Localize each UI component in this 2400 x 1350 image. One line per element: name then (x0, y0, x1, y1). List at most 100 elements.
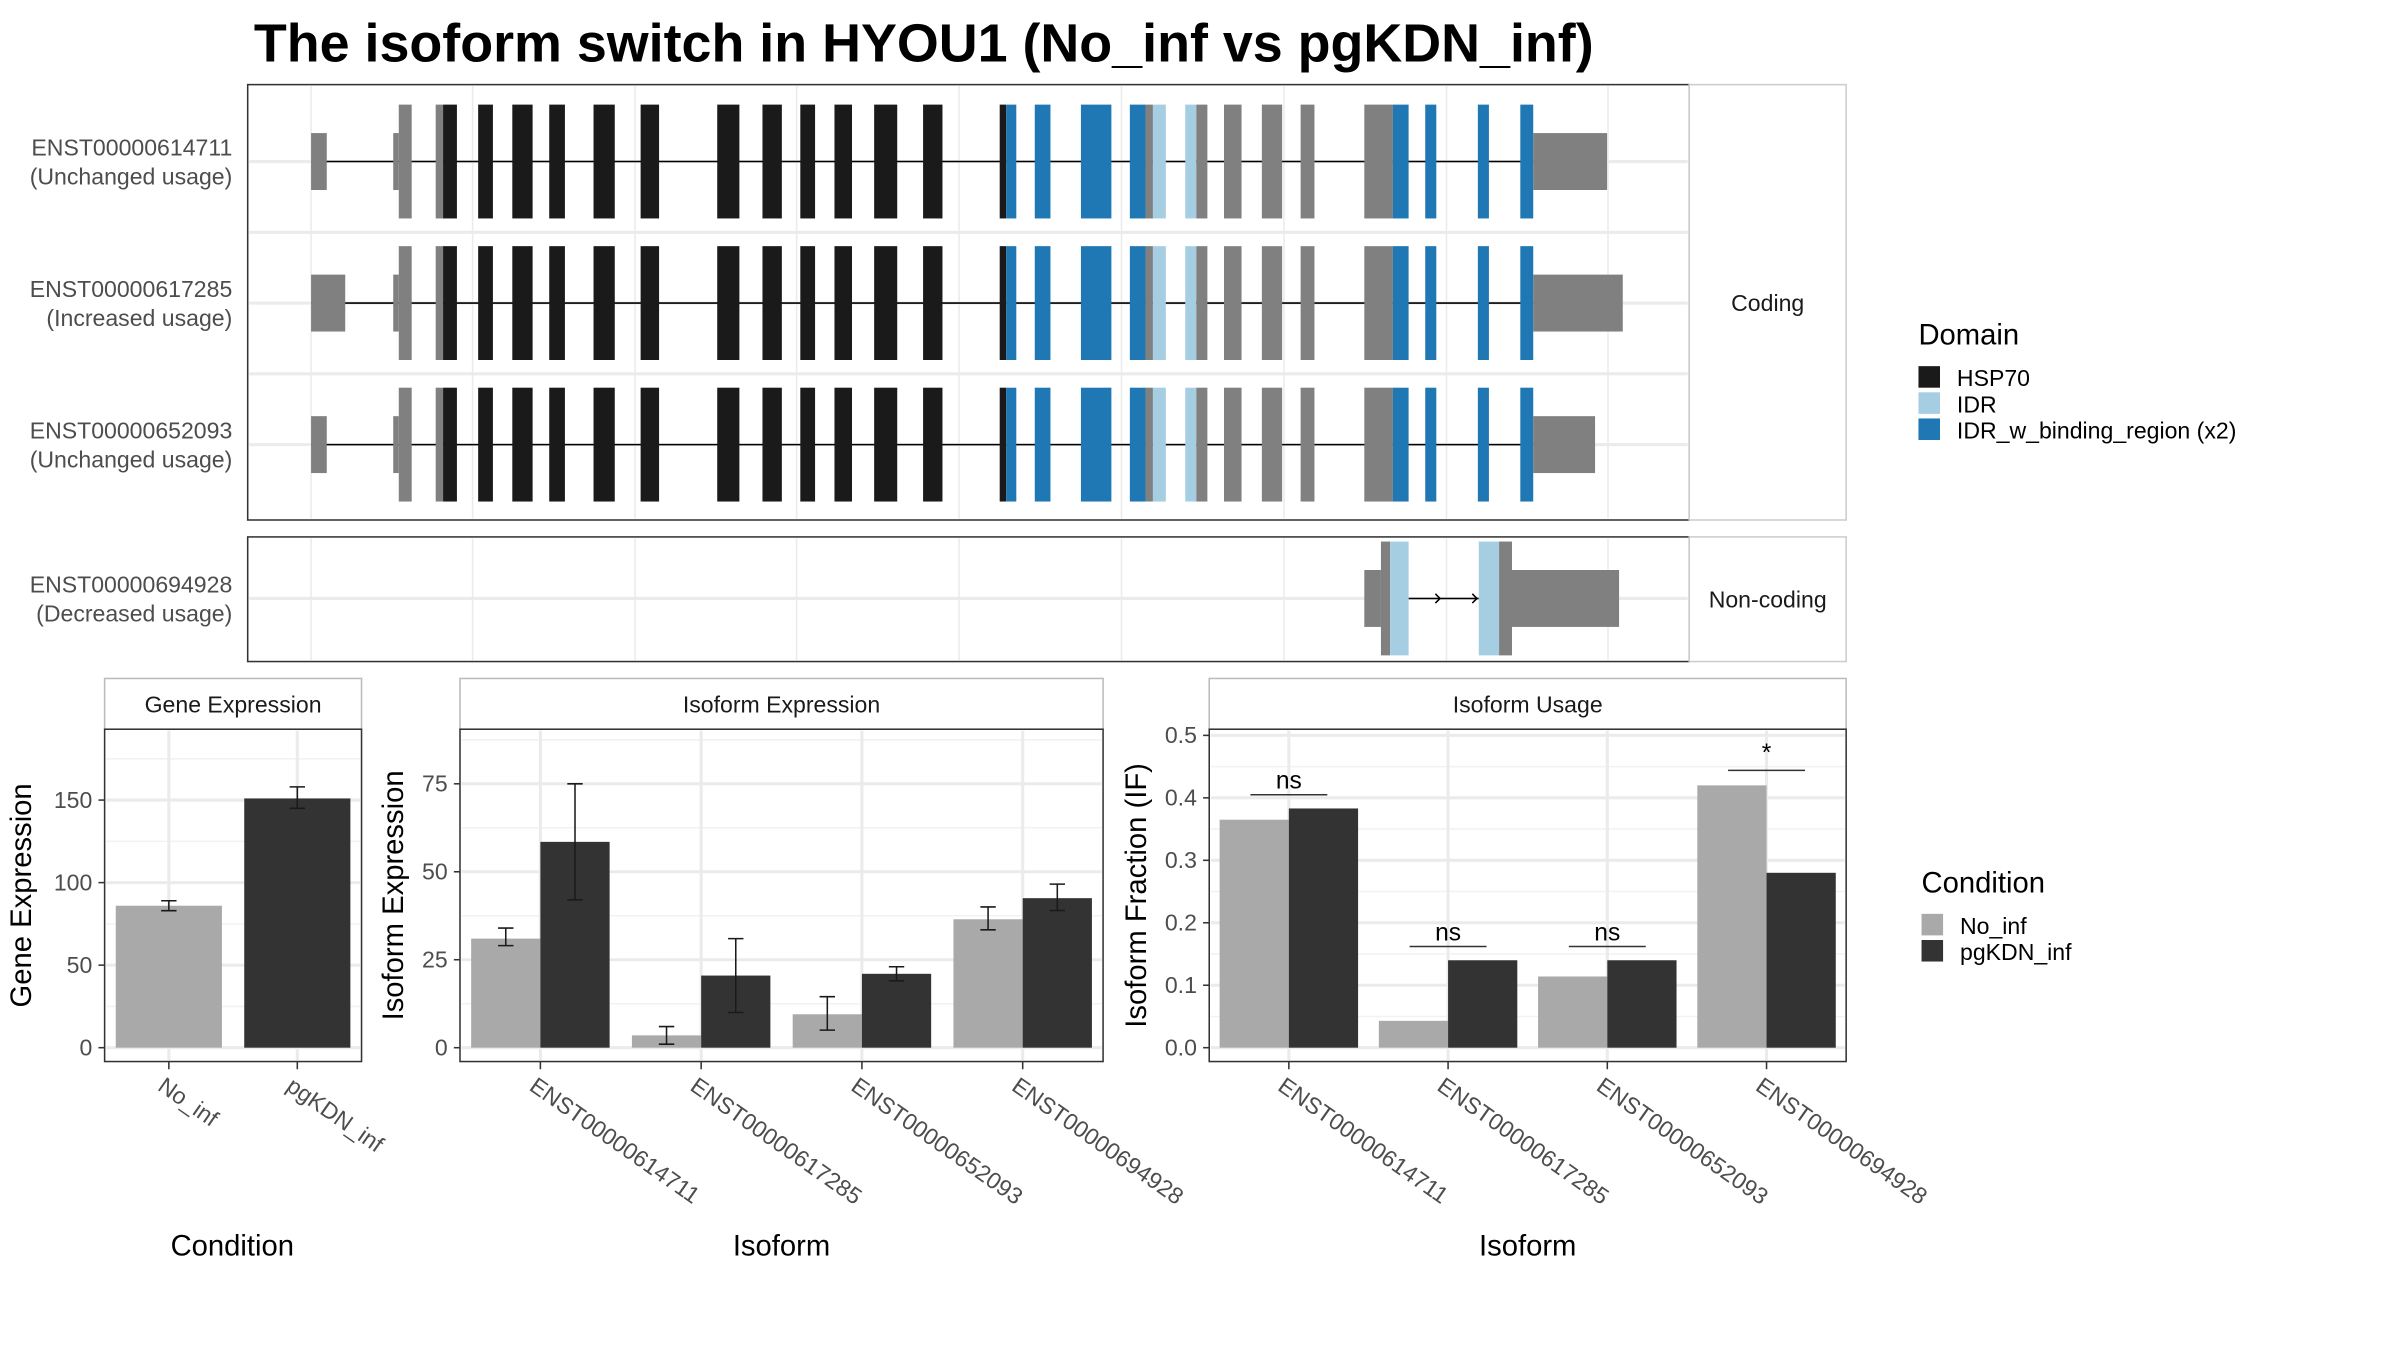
facet-title: Isoform Usage (1453, 691, 1603, 717)
y-tick-label: 0.2 (1165, 909, 1197, 935)
transcript-usage: (Decreased usage) (36, 601, 232, 627)
noncoding-strip-label: Non-coding (1709, 587, 1827, 613)
transcript-id: ENST00000694928 (30, 571, 233, 597)
exon (1477, 246, 1489, 360)
x-tick-label: ENST00000694928 (1751, 1072, 1932, 1210)
legend-swatch (1918, 418, 1940, 440)
exon (717, 104, 740, 219)
exon (1425, 246, 1437, 360)
exon (1034, 387, 1051, 502)
figure-title: The isoform switch in HYOU1 (No_inf vs p… (254, 14, 1594, 74)
x-tick-label: ENST00000614711 (525, 1072, 704, 1209)
y-tick-label: 0.0 (1165, 1034, 1197, 1060)
exon (435, 104, 444, 219)
exon (443, 387, 457, 502)
facet-title: Gene Expression (145, 691, 322, 717)
bar-No_inf (115, 905, 222, 1048)
exon (549, 104, 565, 219)
exon (1300, 246, 1315, 360)
exon (1261, 104, 1283, 219)
significance-label: ns (1276, 768, 1302, 795)
exon (1152, 246, 1166, 360)
exon (311, 133, 327, 190)
exon (1499, 541, 1513, 656)
exon (923, 104, 943, 219)
exon (1034, 104, 1051, 219)
bar-No_inf (471, 938, 541, 1048)
exon (512, 387, 533, 502)
exon (1145, 387, 1153, 502)
exon (1425, 104, 1437, 219)
y-tick-label: 25 (422, 946, 448, 972)
exon (762, 104, 782, 219)
exon (1261, 387, 1283, 502)
legend-swatch (1918, 392, 1940, 414)
exon (1520, 246, 1534, 360)
exon (1185, 104, 1197, 219)
exon (512, 104, 533, 219)
facet-title: Isoform Expression (683, 691, 880, 717)
exon (593, 387, 615, 502)
exon (1392, 246, 1409, 360)
domain-legend-title: Domain (1918, 320, 2019, 352)
condition-legend-title: Condition (1922, 867, 2045, 899)
exon (1533, 133, 1608, 190)
bar-pgKDN_inf (861, 973, 932, 1048)
exon (1300, 104, 1315, 219)
arrow-icon (1434, 593, 1479, 604)
bar-pgKDN_inf (1288, 808, 1359, 1048)
exon (1533, 416, 1596, 474)
x-axis-label: Condition (171, 1230, 294, 1262)
exon (1520, 387, 1534, 502)
bar-No_inf (1538, 976, 1608, 1048)
x-tick-label: ENST00000652093 (847, 1072, 1028, 1210)
exon (398, 104, 412, 219)
exon (443, 246, 457, 360)
exon (1080, 104, 1112, 219)
y-axis-label: Isoform Expression (378, 770, 410, 1020)
exon (1533, 274, 1623, 332)
exon (512, 246, 533, 360)
exon (1224, 246, 1242, 360)
y-tick-label: 0 (79, 1034, 92, 1060)
chart-isoform-usage: Isoform Usage 0.0 0.1 0.2 0.3 0.4 0.5 ns ns ns * EN… (1121, 677, 1932, 1262)
exon (1512, 570, 1620, 627)
y-tick-label: 0 (435, 1034, 448, 1060)
exon (1006, 246, 1017, 360)
exon (717, 246, 740, 360)
error-bar (888, 965, 905, 982)
exon (1145, 104, 1153, 219)
exon (1006, 104, 1017, 219)
legend-swatch (1918, 366, 1940, 388)
x-axis-label: Isoform (1479, 1230, 1576, 1262)
y-tick-label: 0.4 (1165, 785, 1197, 811)
exon (923, 387, 943, 502)
exon (1425, 387, 1437, 502)
exon (478, 387, 493, 502)
error-bar (1049, 883, 1065, 912)
error-bar (161, 900, 177, 912)
exon (549, 387, 565, 502)
exon (1152, 387, 1166, 502)
exon (435, 246, 444, 360)
exon (640, 104, 660, 219)
transcript-usage: (Unchanged usage) (30, 164, 233, 190)
legend-label: IDR (1957, 391, 1997, 417)
exon (1196, 246, 1208, 360)
exon (1224, 104, 1242, 219)
exon (1129, 104, 1146, 219)
chart-isoform-expression: Isoform Expression 0 25 50 75 ENST00000614711… (378, 677, 1189, 1262)
exon (593, 104, 615, 219)
exon (1145, 246, 1153, 360)
exon (1129, 387, 1146, 502)
exon (398, 246, 412, 360)
exon (1364, 387, 1393, 502)
legend-label: pgKDN_inf (1960, 939, 2072, 965)
bar-pgKDN_inf (1766, 872, 1836, 1048)
exon (999, 387, 1007, 502)
x-tick-label: ENST00000694928 (1008, 1072, 1189, 1210)
exon (593, 246, 615, 360)
transcript-id: ENST00000652093 (30, 417, 233, 443)
exon (393, 274, 399, 332)
exon (834, 104, 853, 219)
